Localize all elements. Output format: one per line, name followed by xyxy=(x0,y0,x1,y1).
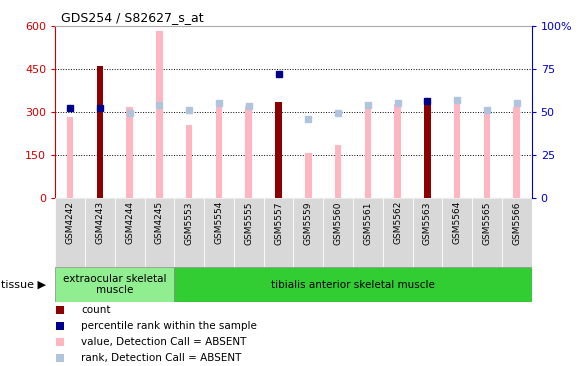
Bar xyxy=(394,104,401,198)
Bar xyxy=(483,109,490,198)
Text: GSM5566: GSM5566 xyxy=(512,201,521,244)
Bar xyxy=(115,198,145,267)
Bar xyxy=(353,198,383,267)
Text: GSM5562: GSM5562 xyxy=(393,201,402,244)
Bar xyxy=(145,198,174,267)
Text: GSM5561: GSM5561 xyxy=(363,201,372,244)
Bar xyxy=(96,66,103,198)
Bar xyxy=(55,198,85,267)
Bar xyxy=(126,107,133,198)
Bar xyxy=(245,106,252,198)
Text: tissue ▶: tissue ▶ xyxy=(1,280,46,290)
Text: tibialis anterior skeletal muscle: tibialis anterior skeletal muscle xyxy=(271,280,435,290)
Text: GDS254 / S82627_s_at: GDS254 / S82627_s_at xyxy=(61,11,203,24)
Text: GSM5565: GSM5565 xyxy=(482,201,492,244)
Bar xyxy=(85,198,115,267)
Bar xyxy=(305,153,311,198)
Text: GSM5560: GSM5560 xyxy=(333,201,343,244)
Bar xyxy=(383,198,413,267)
Text: percentile rank within the sample: percentile rank within the sample xyxy=(81,321,257,331)
Text: GSM5554: GSM5554 xyxy=(214,201,224,244)
Text: GSM5555: GSM5555 xyxy=(244,201,253,244)
Text: extraocular skeletal
muscle: extraocular skeletal muscle xyxy=(63,274,167,295)
Bar xyxy=(335,145,342,198)
Bar xyxy=(216,104,223,198)
Bar xyxy=(264,198,293,267)
Text: GSM4242: GSM4242 xyxy=(66,201,74,244)
Bar xyxy=(275,102,282,198)
Bar xyxy=(55,267,174,302)
Bar xyxy=(514,107,520,198)
Text: value, Detection Call = ABSENT: value, Detection Call = ABSENT xyxy=(81,337,247,347)
Bar xyxy=(502,198,532,267)
Bar xyxy=(364,106,371,198)
Text: GSM5557: GSM5557 xyxy=(274,201,283,244)
Text: GSM5564: GSM5564 xyxy=(453,201,462,244)
Bar xyxy=(234,198,264,267)
Text: GSM5559: GSM5559 xyxy=(304,201,313,244)
Bar xyxy=(67,117,73,198)
Bar xyxy=(472,198,502,267)
Text: GSM5553: GSM5553 xyxy=(185,201,193,244)
Text: rank, Detection Call = ABSENT: rank, Detection Call = ABSENT xyxy=(81,353,242,363)
Bar xyxy=(204,198,234,267)
Bar xyxy=(156,31,163,198)
Bar xyxy=(293,198,323,267)
Text: GSM4245: GSM4245 xyxy=(155,201,164,244)
Text: GSM4244: GSM4244 xyxy=(125,201,134,244)
Bar xyxy=(442,198,472,267)
Bar xyxy=(424,103,431,198)
Bar xyxy=(323,198,353,267)
Text: GSM5563: GSM5563 xyxy=(423,201,432,244)
Bar xyxy=(186,124,192,198)
Text: GSM4243: GSM4243 xyxy=(95,201,105,244)
Bar xyxy=(174,198,204,267)
Bar xyxy=(454,102,461,198)
Bar xyxy=(174,267,532,302)
Text: count: count xyxy=(81,305,111,315)
Bar xyxy=(413,198,442,267)
